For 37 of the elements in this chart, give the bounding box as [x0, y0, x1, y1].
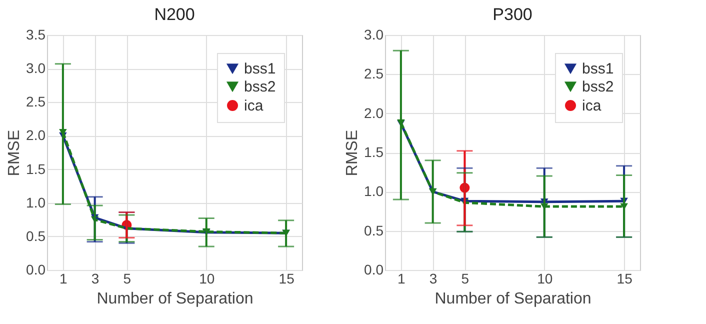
- y-tick-label: 0.0: [26, 262, 46, 278]
- legend-label: bss2: [582, 78, 614, 96]
- legend-label: bss1: [244, 60, 276, 78]
- y-axis-title: RMSE: [344, 130, 362, 176]
- y-tick-label: 1.0: [364, 183, 384, 200]
- legend-label: ica: [244, 98, 264, 114]
- y-tick-label: 2.5: [26, 94, 46, 110]
- x-tick-label: 10: [537, 270, 553, 286]
- x-tick-label: 10: [199, 270, 215, 286]
- y-tick-label: 0.0: [364, 262, 384, 278]
- y-tick-label: 2.5: [364, 66, 384, 82]
- y-tick-label: 1.0: [26, 194, 46, 210]
- y-axis-title: RMSE: [6, 130, 24, 176]
- legend-label: ica: [582, 98, 602, 114]
- y-tick-label: 2.0: [26, 127, 46, 144]
- x-tick-label: 15: [278, 270, 295, 286]
- x-tick-label: 3: [429, 270, 438, 286]
- x-axis-title: Number of Separation: [96, 290, 254, 308]
- legend-label: bss1: [582, 60, 614, 78]
- x-tick-label: 1: [60, 270, 68, 286]
- y-tick-label: 2.0: [364, 104, 384, 121]
- chart-title: P300: [492, 5, 532, 24]
- y-tick-label: 3.0: [26, 60, 46, 76]
- x-tick-label: 3: [91, 270, 100, 286]
- y-tick-label: 1.5: [26, 160, 46, 177]
- y-tick-label: 3.0: [364, 26, 384, 42]
- x-tick-label: 5: [123, 270, 132, 286]
- legend-label: bss2: [244, 78, 276, 96]
- x-axis-title: Number of Separation: [434, 290, 592, 308]
- y-tick-label: 0.5: [26, 228, 46, 244]
- y-tick-label: 3.5: [26, 26, 46, 42]
- chart-title: N200: [154, 5, 195, 24]
- y-tick-label: 1.5: [364, 144, 384, 160]
- x-tick-label: 1: [398, 270, 406, 286]
- x-tick-label: 15: [616, 270, 633, 286]
- y-tick-label: 0.5: [364, 222, 384, 238]
- x-tick-label: 5: [461, 270, 470, 286]
